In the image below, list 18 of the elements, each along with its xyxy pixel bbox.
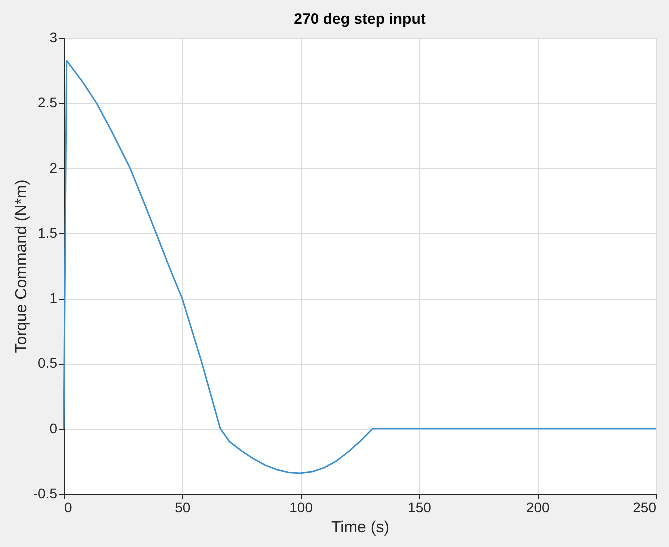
line-series [63,60,657,474]
x-tick-label: 0 [64,500,72,516]
y-axis-title: Torque Command (N*m) [13,180,30,354]
y-tick-label: 3 [50,30,58,46]
y-tick-label: -0.5 [33,486,58,502]
y-tick-label: 2.5 [38,94,58,111]
x-axis-title: Time (s) [331,520,390,536]
y-tick-label: 0.5 [38,355,58,372]
y-tick-label: 0 [50,420,58,436]
x-tick-label: 150 [408,500,432,516]
chart-title: 270 deg step input [294,11,426,28]
x-tick-label: 200 [526,500,550,516]
x-tick-label: 50 [175,500,191,516]
y-tick-label: 2 [50,160,58,176]
x-tick-label: 250 [633,500,657,516]
y-tick-label: 1.5 [38,224,58,241]
y-tick-label: 1 [50,290,58,306]
x-tick-label: 100 [290,500,314,516]
